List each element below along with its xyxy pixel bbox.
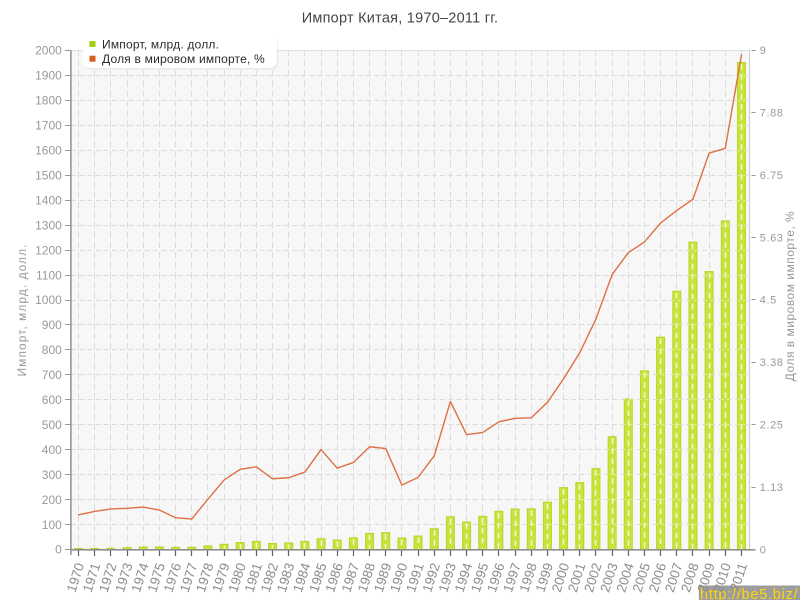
svg-text:Импорт, млрд. долл.: Импорт, млрд. долл. bbox=[102, 38, 219, 52]
svg-text:1000: 1000 bbox=[35, 293, 62, 307]
svg-text:100: 100 bbox=[42, 518, 62, 532]
svg-text:Доля в мировом импорте, %: Доля в мировом импорте, % bbox=[102, 52, 265, 66]
svg-text:1700: 1700 bbox=[35, 119, 62, 133]
svg-text:6.75: 6.75 bbox=[760, 170, 784, 182]
svg-text:1800: 1800 bbox=[35, 94, 62, 108]
svg-text:0: 0 bbox=[760, 544, 767, 556]
svg-text:1500: 1500 bbox=[35, 168, 62, 182]
svg-text:1900: 1900 bbox=[35, 69, 62, 83]
svg-text:2000: 2000 bbox=[35, 44, 62, 58]
svg-text:400: 400 bbox=[42, 443, 62, 457]
svg-text:5.63: 5.63 bbox=[760, 232, 784, 244]
svg-text:800: 800 bbox=[42, 343, 62, 357]
svg-text:1.13: 1.13 bbox=[760, 482, 784, 494]
svg-text:Доля в мировом импорте, %: Доля в мировом импорте, % bbox=[783, 211, 797, 381]
svg-text:Импорт Китая, 1970–2011 гг.: Импорт Китая, 1970–2011 гг. bbox=[302, 11, 499, 27]
svg-text:7.88: 7.88 bbox=[760, 108, 784, 120]
svg-text:500: 500 bbox=[42, 418, 62, 432]
svg-text:3.38: 3.38 bbox=[760, 357, 784, 369]
svg-text:0: 0 bbox=[55, 543, 62, 557]
svg-text:9: 9 bbox=[760, 45, 767, 57]
svg-text:300: 300 bbox=[42, 468, 62, 482]
svg-text:700: 700 bbox=[42, 368, 62, 382]
svg-text:900: 900 bbox=[42, 318, 62, 332]
svg-text:1400: 1400 bbox=[35, 193, 62, 207]
svg-text:2.25: 2.25 bbox=[760, 420, 784, 432]
svg-text:1600: 1600 bbox=[35, 144, 62, 158]
svg-text:1200: 1200 bbox=[35, 243, 62, 257]
svg-text:1300: 1300 bbox=[35, 218, 62, 232]
svg-text:4.5: 4.5 bbox=[760, 295, 777, 307]
svg-text:600: 600 bbox=[42, 393, 62, 407]
svg-text:Импорт, млрд. долл.: Импорт, млрд. долл. bbox=[15, 244, 29, 377]
svg-text:200: 200 bbox=[42, 493, 62, 507]
svg-text:http://be5.biz/: http://be5.biz/ bbox=[700, 587, 799, 600]
svg-text:1100: 1100 bbox=[36, 268, 62, 282]
